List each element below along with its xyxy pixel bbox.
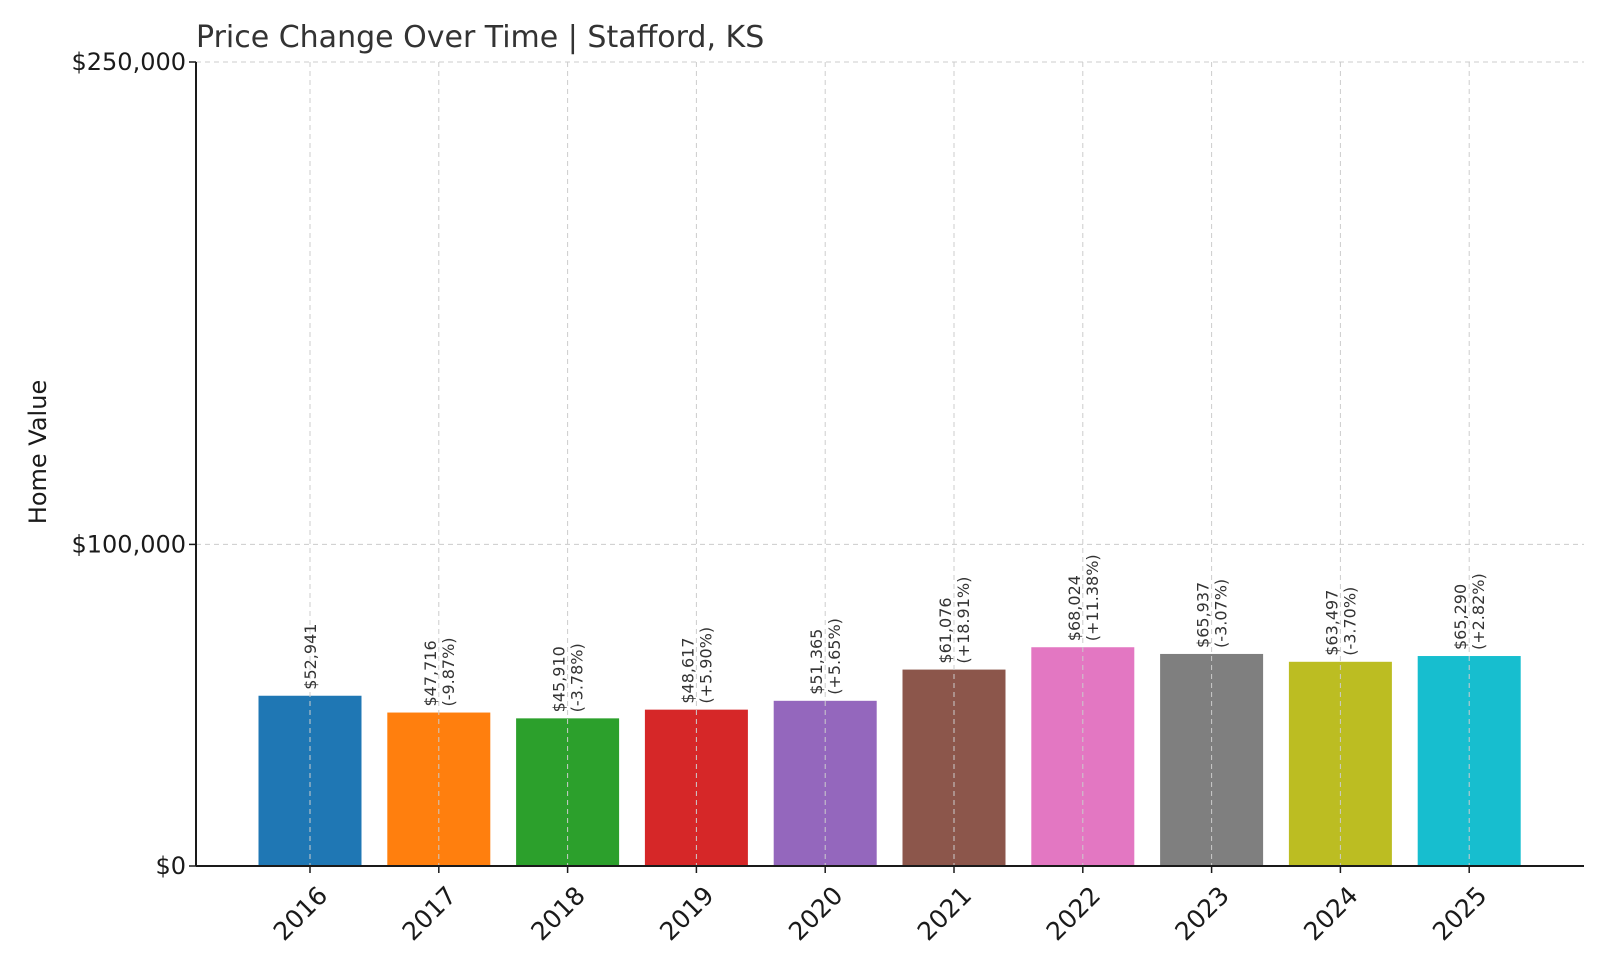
value-label: $45,910 [550,646,569,712]
value-label: $68,024 [1065,575,1084,641]
x-tick-label: 2016 [268,881,333,946]
change-label: (-3.70%) [1340,587,1359,656]
change-label: (+18.91%) [954,577,973,664]
value-label: $47,716 [421,640,440,706]
x-tick-label: 2023 [1169,881,1234,946]
data-label-2018: $45,910 (-3.78%) [550,643,587,712]
chart-title: Price Change Over Time | Stafford, KS [196,20,764,55]
y-tick-label: $250,000 [71,48,186,76]
data-label-layer: $52,941 $47,716 (-9.87%) $45,910 (-3.78%) $48… [301,554,1488,712]
x-tick-label: 2022 [1041,881,1106,946]
x-tick-label: 2025 [1427,881,1492,946]
data-label-2017: $47,716 (-9.87%) [421,637,458,706]
data-label-2023: $65,937 (-3.07%) [1194,579,1231,648]
data-label-2021: $61,076 (+18.91%) [936,577,973,664]
y-tick-label: $100,000 [71,530,186,558]
value-label: $63,497 [1322,590,1341,656]
change-label: (+11.38%) [1083,554,1102,641]
x-tick-label: 2024 [1298,881,1363,946]
change-label: (+2.82%) [1469,573,1488,650]
x-tick-label: 2019 [654,881,719,946]
bar-2017 [387,712,491,866]
grid-layer [196,61,1584,545]
y-axis-label: Home Value [24,380,52,524]
x-tick-label: 2018 [525,881,590,946]
value-label: $65,937 [1194,582,1213,648]
data-label-2020: $51,365 (+5.65%) [807,618,844,695]
x-tick-label: 2017 [397,881,462,946]
change-label: (+5.90%) [696,627,715,704]
data-label-2024: $63,497 (-3.70%) [1322,587,1359,656]
bar-2019 [644,709,748,866]
value-label: $65,290 [1451,584,1470,650]
change-label: (-3.07%) [1212,579,1231,648]
x-tick-label: 2020 [783,881,848,946]
value-label: $51,365 [807,629,826,695]
value-label: $52,941 [301,624,320,690]
data-label-2016: $52,941 [301,624,320,690]
change-label: (-9.87%) [439,637,458,706]
x-tick-label: 2021 [912,881,977,946]
change-label: (-3.78%) [568,643,587,712]
data-label-2019: $48,617 (+5.90%) [678,627,715,704]
y-tick-label: $0 [155,852,186,880]
data-label-2022: $68,024 (+11.38%) [1065,554,1102,641]
data-label-2025: $65,290 (+2.82%) [1451,573,1488,650]
change-label: (+5.65%) [825,618,844,695]
vertical-grid-layer [309,62,1470,866]
value-label: $48,617 [678,637,697,703]
value-label: $61,076 [936,597,955,663]
